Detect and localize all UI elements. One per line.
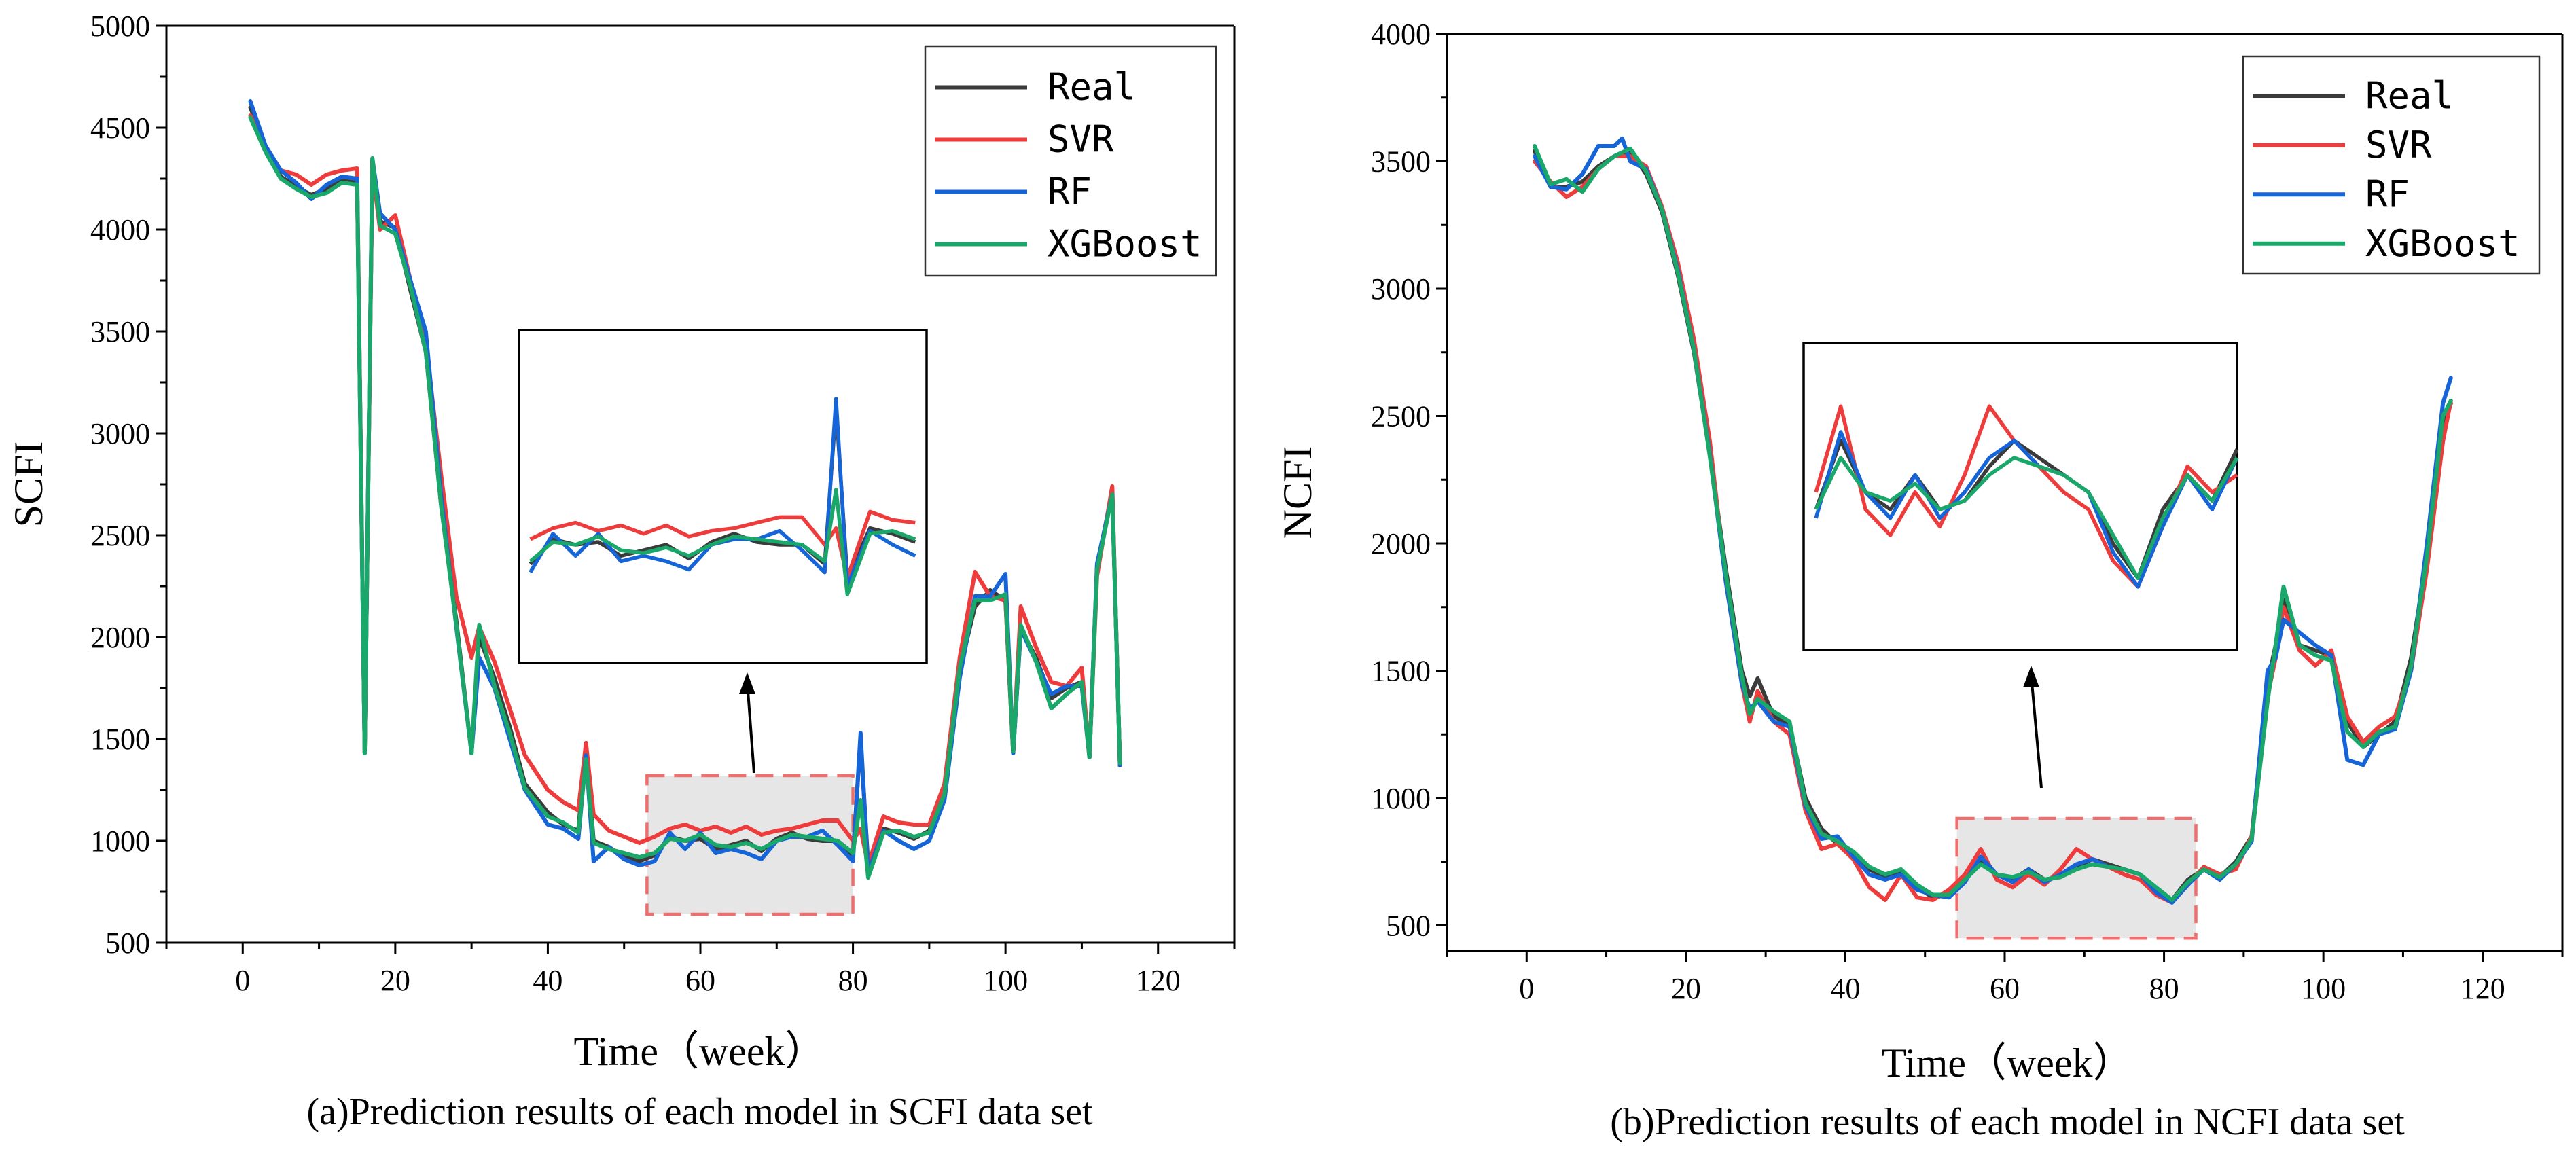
y-tick-label: 4000: [90, 213, 150, 247]
y-tick-label: 4000: [1371, 18, 1431, 51]
legend-label-svr: SVR: [2365, 124, 2432, 166]
zoom-inset: [518, 329, 928, 664]
y-tick-label: 3500: [90, 315, 150, 348]
inset-line-xgboost: [529, 488, 916, 596]
chart-caption: (a)Prediction results of each model in S…: [306, 1091, 1092, 1133]
x-axis-label: Time（week）: [1881, 1041, 2133, 1085]
zoom-highlight-region: [1955, 816, 2198, 940]
y-axis-label: SCFI: [6, 441, 51, 528]
series-line-xgboost: [1533, 144, 2453, 902]
y-tick-label: 2000: [90, 621, 150, 654]
legend-label-svr: SVR: [1048, 118, 1114, 161]
legend-label-xgboost: XGBoost: [1048, 223, 1202, 266]
inset-line-rf: [1814, 430, 2239, 589]
y-tick-label: 2000: [1371, 527, 1431, 560]
zoom-arrow-head: [739, 672, 755, 694]
y-tick-label: 500: [1386, 909, 1431, 943]
x-tick-label: 120: [2461, 972, 2505, 1005]
y-tick-label: 1500: [90, 723, 150, 756]
chart-caption: (b)Prediction results of each model in N…: [1610, 1101, 2405, 1143]
legend-label-xgboost: XGBoost: [2365, 222, 2520, 265]
chart-scfi: 500 1000 1500 2000 2500 3000 3500 4000 4500 5000 0…: [6, 10, 1236, 1133]
x-tick-label: 120: [1136, 964, 1181, 997]
y-tick-label: 500: [105, 926, 150, 960]
y-tick-label: 3000: [90, 417, 150, 450]
x-axis-label: Time（week）: [573, 1029, 825, 1074]
inset-line-xgboost: [1814, 456, 2239, 581]
x-tick-label: 40: [533, 964, 562, 997]
inset-frame: [518, 329, 928, 664]
legend: Real SVR RF XGBoost: [924, 45, 1217, 277]
y-axis-label: NCFI: [1275, 446, 1320, 539]
zoom-arrow-line: [2030, 674, 2043, 789]
x-tick-label: 20: [380, 964, 410, 997]
x-tick-label: 20: [1671, 972, 1701, 1005]
y-tick-label: 4500: [90, 111, 150, 145]
zoom-arrow-head: [2023, 666, 2039, 687]
series-line-xgboost: [248, 115, 1122, 880]
chart-ncfi: 500 1000 1500 2000 2500 3000 3500 4000 0 20 40 60 80…: [1275, 18, 2564, 1143]
legend-label-real: Real: [1048, 66, 1136, 109]
x-tick-label: 100: [2301, 972, 2346, 1005]
zoom-inset: [1802, 342, 2239, 651]
y-tick-label: 2500: [1371, 400, 1431, 433]
series-line-rf: [248, 99, 1122, 873]
x-tick-label: 100: [983, 964, 1028, 997]
y-tick-label: 3000: [1371, 272, 1431, 306]
y-tick-label: 5000: [90, 10, 150, 43]
y-tick-label: 2500: [90, 519, 150, 552]
x-tick-label: 40: [1830, 972, 1860, 1005]
inset-line-real: [1814, 438, 2239, 581]
x-tick-label: 0: [1519, 972, 1534, 1005]
legend-label-real: Real: [2365, 74, 2454, 117]
x-tick-label: 60: [685, 964, 715, 997]
legend-label-rf: RF: [1048, 170, 1092, 213]
x-tick-label: 80: [2149, 972, 2179, 1005]
y-tick-label: 1000: [1371, 782, 1431, 815]
x-tick-label: 60: [1990, 972, 2020, 1005]
legend: Real SVR RF XGBoost: [2242, 55, 2541, 275]
y-tick-label: 1500: [1371, 655, 1431, 688]
legend-box: [924, 45, 1217, 277]
y-tick-label: 1000: [90, 825, 150, 858]
legend-label-rf: RF: [2365, 173, 2410, 215]
x-tick-label: 0: [235, 964, 250, 997]
zoom-arrow-line: [746, 681, 755, 774]
y-tick-label: 3500: [1371, 145, 1431, 179]
legend-box: [2242, 55, 2541, 275]
x-tick-label: 80: [838, 964, 868, 997]
